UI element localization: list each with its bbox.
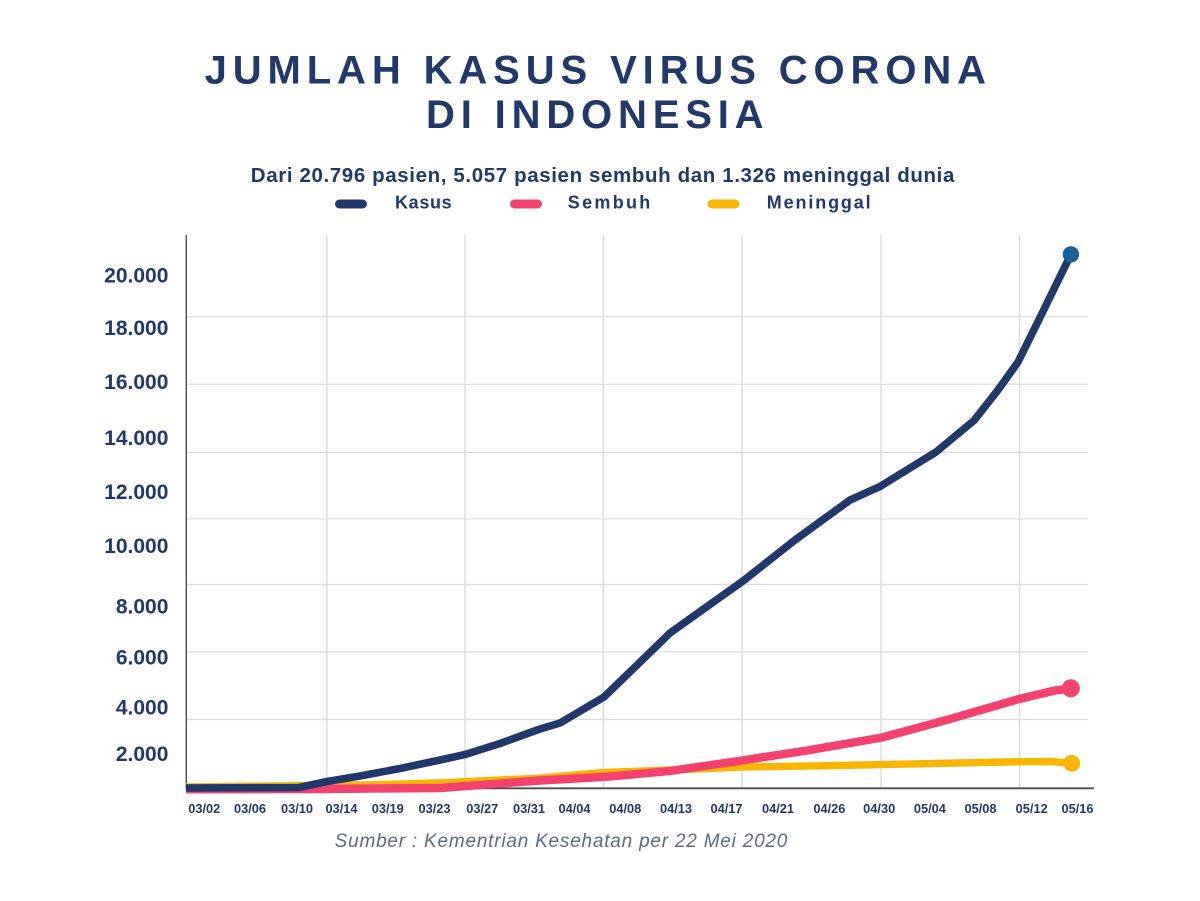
svg-text:04/26: 04/26	[813, 801, 845, 816]
svg-text:Meninggal: Meninggal	[767, 193, 871, 213]
svg-text:Kasus: Kasus	[395, 193, 452, 213]
svg-text:DI INDONESIA: DI INDONESIA	[426, 93, 764, 137]
svg-text:04/21: 04/21	[762, 801, 794, 816]
svg-text:12.000: 12.000	[104, 481, 168, 504]
svg-text:Sembuh: Sembuh	[568, 193, 651, 213]
svg-text:03/06: 03/06	[234, 801, 266, 816]
svg-text:03/31: 03/31	[513, 801, 545, 816]
svg-text:04/13: 04/13	[660, 801, 692, 816]
svg-text:Sumber : Kementrian Kesehatan: Sumber : Kementrian Kesehatan per 22 Mei…	[335, 831, 788, 852]
svg-text:05/04: 05/04	[914, 801, 947, 816]
svg-text:03/14: 03/14	[325, 801, 358, 816]
svg-text:20.000: 20.000	[104, 264, 168, 287]
svg-text:03/27: 03/27	[466, 801, 498, 816]
svg-text:05/08: 05/08	[964, 801, 996, 816]
svg-text:05/16: 05/16	[1061, 801, 1093, 816]
svg-text:05/12: 05/12	[1016, 801, 1048, 816]
svg-text:03/02: 03/02	[188, 801, 220, 816]
svg-text:03/23: 03/23	[418, 801, 450, 816]
svg-text:04/17: 04/17	[710, 801, 742, 816]
svg-text:14.000: 14.000	[104, 427, 168, 450]
svg-text:18.000: 18.000	[104, 317, 168, 340]
svg-text:Dari 20.796 pasien, 5.057 pasi: Dari 20.796 pasien, 5.057 pasien sembuh …	[251, 164, 955, 187]
svg-text:04/04: 04/04	[558, 801, 591, 816]
svg-text:6.000: 6.000	[116, 647, 169, 670]
svg-text:04/08: 04/08	[609, 801, 641, 816]
svg-text:JUMLAH KASUS VIRUS CORONA: JUMLAH KASUS VIRUS CORONA	[205, 49, 986, 93]
svg-text:04/30: 04/30	[863, 801, 895, 816]
svg-text:10.000: 10.000	[104, 535, 168, 558]
svg-text:2.000: 2.000	[116, 743, 169, 766]
svg-text:8.000: 8.000	[116, 596, 169, 619]
svg-text:03/10: 03/10	[281, 801, 313, 816]
svg-text:16.000: 16.000	[104, 371, 168, 394]
svg-text:4.000: 4.000	[116, 696, 169, 719]
svg-text:03/19: 03/19	[372, 801, 404, 816]
